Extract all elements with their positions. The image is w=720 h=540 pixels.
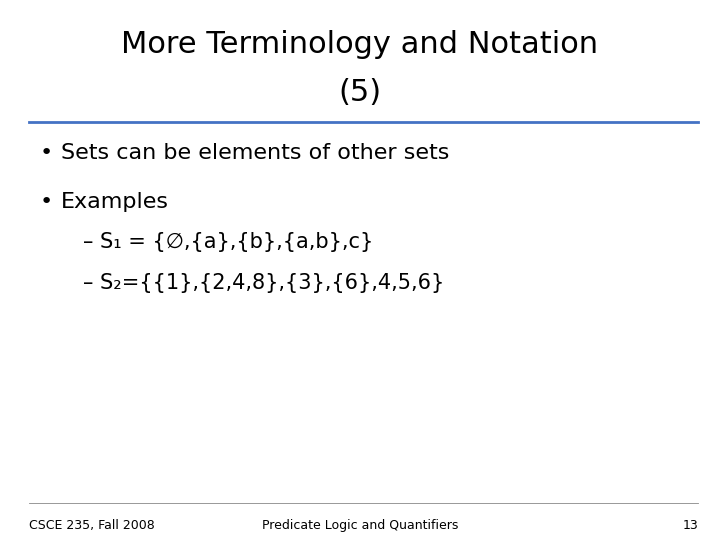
Text: 13: 13 bbox=[683, 519, 698, 532]
Text: •: • bbox=[40, 143, 53, 163]
Text: (5): (5) bbox=[338, 78, 382, 107]
Text: •: • bbox=[40, 192, 53, 212]
Text: – S₁ = {∅,{a},{b},{a,b},c}: – S₁ = {∅,{a},{b},{a,b},c} bbox=[83, 232, 373, 252]
Text: – S₂={{1},{2,4,8},{3},{6},4,5,6}: – S₂={{1},{2,4,8},{3},{6},4,5,6} bbox=[83, 273, 444, 293]
Text: More Terminology and Notation: More Terminology and Notation bbox=[122, 30, 598, 59]
Text: Examples: Examples bbox=[61, 192, 169, 212]
Text: CSCE 235, Fall 2008: CSCE 235, Fall 2008 bbox=[29, 519, 155, 532]
Text: Predicate Logic and Quantifiers: Predicate Logic and Quantifiers bbox=[262, 519, 458, 532]
Text: Sets can be elements of other sets: Sets can be elements of other sets bbox=[61, 143, 449, 163]
